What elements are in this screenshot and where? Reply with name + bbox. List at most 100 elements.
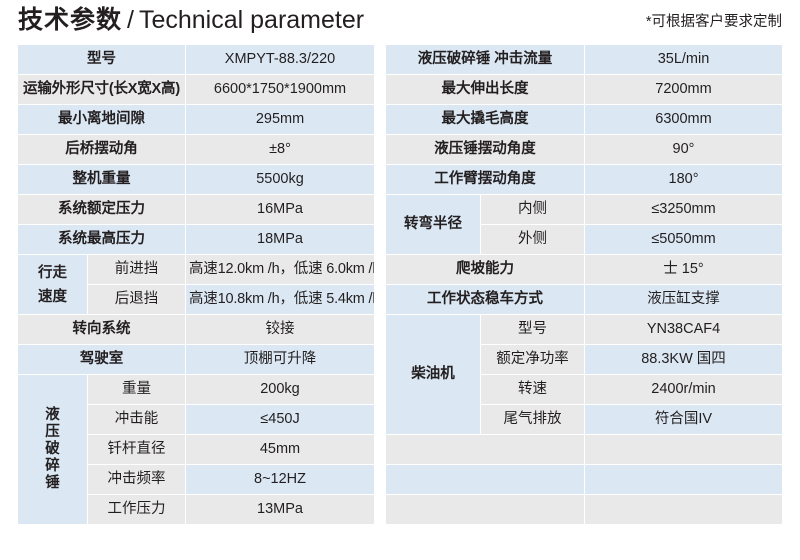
row-value: 45mm	[186, 435, 374, 464]
table-row: 最小离地间隙 295mm	[18, 105, 374, 134]
row-label: 后桥摆动角	[18, 135, 186, 164]
table-row: 外侧 ≤5050mm	[386, 225, 782, 254]
row-label: 工作臂摆动角度	[386, 165, 585, 194]
row-value: 6600*1750*1900mm	[186, 75, 374, 104]
row-value: 士 15°	[585, 255, 782, 284]
row-label: 液压锤摆动角度	[386, 135, 585, 164]
group-label-travel-speed: 行走 速度	[18, 255, 88, 314]
table-row: 整机重量 5500kg	[18, 165, 374, 194]
group-label-line: 压	[45, 424, 60, 440]
row-value: 高速12.0km /h，低速 6.0km /h	[186, 255, 374, 284]
table-row: 爬坡能力 士 15°	[386, 255, 782, 284]
row-sublabel: 后退挡	[88, 285, 186, 314]
row-value: 8~12HZ	[186, 465, 374, 494]
page-title-cn: 技术参数	[18, 6, 123, 34]
row-label: 液压破碎锤 冲击流量	[386, 45, 585, 74]
row-label: 型号	[18, 45, 186, 74]
row-sublabel: 重量	[88, 375, 186, 404]
row-sublabel: 内侧	[481, 195, 585, 224]
row-value: 顶棚可升降	[186, 345, 374, 374]
row-value: 铰接	[186, 315, 374, 344]
row-value: 295mm	[186, 105, 374, 134]
row-value: 35L/min	[585, 45, 782, 74]
row-value: 7200mm	[585, 75, 782, 104]
table-row: 额定净功率 88.3KW 国四	[386, 345, 782, 374]
page-title: 技术参数 / Technical parameter	[18, 3, 364, 37]
row-label-empty	[386, 495, 585, 524]
row-sublabel: 冲击能	[88, 405, 186, 434]
row-value: XMPYT-88.3/220	[186, 45, 374, 74]
row-label: 最大伸出长度	[386, 75, 585, 104]
row-sublabel: 工作压力	[88, 495, 186, 524]
group-label-turning-radius: 转弯半径	[386, 195, 481, 254]
table-row: 转弯半径 内侧 ≤3250mm	[386, 195, 782, 254]
table-row: 系统额定压力 16MPa	[18, 195, 374, 224]
table-row: 柴油机 型号 YN38CAF4	[386, 315, 782, 434]
group-label-line: 行走	[38, 264, 67, 281]
row-label: 整机重量	[18, 165, 186, 194]
row-value: 180°	[585, 165, 782, 194]
row-value: 液压缸支撑	[585, 285, 782, 314]
row-value: ≤5050mm	[585, 225, 782, 254]
row-sublabel: 型号	[481, 315, 585, 344]
row-label: 系统最高压力	[18, 225, 186, 254]
table-row: 工作压力 13MPa	[18, 495, 374, 524]
row-label-empty	[386, 465, 585, 494]
page-title-en: Technical parameter	[138, 6, 365, 34]
row-value: 6300mm	[585, 105, 782, 134]
row-value: 18MPa	[186, 225, 374, 254]
table-row: 转向系统 铰接	[18, 315, 374, 344]
header: 技术参数 / Technical parameter *可根据客户要求定制	[0, 0, 800, 44]
row-label: 驾驶室	[18, 345, 186, 374]
row-label: 运输外形尺寸(长X宽X高)	[18, 75, 186, 104]
row-label: 最小离地间隙	[18, 105, 186, 134]
row-value-empty	[585, 495, 782, 524]
row-value: ≤3250mm	[585, 195, 782, 224]
table-row-empty	[386, 435, 782, 464]
row-value-empty	[585, 465, 782, 494]
row-value: 200kg	[186, 375, 374, 404]
table-row: 液压破碎锤 冲击流量 35L/min	[386, 45, 782, 74]
table-row: 行走速度 前进挡 高速12.0km /h，低速 6.0km /h	[18, 255, 374, 314]
row-value: 13MPa	[186, 495, 374, 524]
table-row: 钎杆直径 45mm	[18, 435, 374, 464]
table-row: 型号 XMPYT-88.3/220	[18, 45, 374, 74]
row-value: 高速10.8km /h，低速 5.4km /h	[186, 285, 374, 314]
table-row: 后退挡 高速10.8km /h，低速 5.4km /h	[18, 285, 374, 314]
row-label: 系统额定压力	[18, 195, 186, 224]
row-sublabel: 尾气排放	[481, 405, 585, 434]
page-title-separator: /	[127, 6, 134, 34]
group-label-line: 液	[45, 407, 60, 423]
table-row: 后桥摆动角 ±8°	[18, 135, 374, 164]
row-value: 5500kg	[186, 165, 374, 194]
left-parameter-table: 型号 XMPYT-88.3/220 运输外形尺寸(长X宽X高) 6600*175…	[18, 44, 374, 525]
table-row: 冲击频率 8~12HZ	[18, 465, 374, 494]
group-label-diesel-engine: 柴油机	[386, 315, 481, 434]
row-sublabel: 前进挡	[88, 255, 186, 284]
row-value: ±8°	[186, 135, 374, 164]
row-sublabel: 转速	[481, 375, 585, 404]
row-value-empty	[585, 435, 782, 464]
row-label: 转向系统	[18, 315, 186, 344]
row-label: 最大撬毛高度	[386, 105, 585, 134]
group-label-line: 速度	[38, 288, 67, 305]
table-row: 最大伸出长度 7200mm	[386, 75, 782, 104]
row-value: 符合国IV	[585, 405, 782, 434]
row-value: 90°	[585, 135, 782, 164]
row-value: YN38CAF4	[585, 315, 782, 344]
right-parameter-table: 液压破碎锤 冲击流量 35L/min 最大伸出长度 7200mm 最大撬毛高度 …	[386, 44, 782, 525]
group-label-hydraulic-breaker: 液压破碎锤	[18, 375, 88, 524]
table-row: 尾气排放 符合国IV	[386, 405, 782, 434]
row-value: 2400r/min	[585, 375, 782, 404]
group-label-line: 锤	[45, 475, 60, 491]
table-row: 转速 2400r/min	[386, 375, 782, 404]
table-row: 工作臂摆动角度 180°	[386, 165, 782, 194]
group-label-line: 破	[45, 441, 60, 457]
row-label: 爬坡能力	[386, 255, 585, 284]
table-row: 系统最高压力 18MPa	[18, 225, 374, 254]
table-row: 运输外形尺寸(长X宽X高) 6600*1750*1900mm	[18, 75, 374, 104]
table-row-empty	[386, 465, 782, 494]
row-value: 88.3KW 国四	[585, 345, 782, 374]
table-row: 工作状态稳车方式 液压缸支撑	[386, 285, 782, 314]
